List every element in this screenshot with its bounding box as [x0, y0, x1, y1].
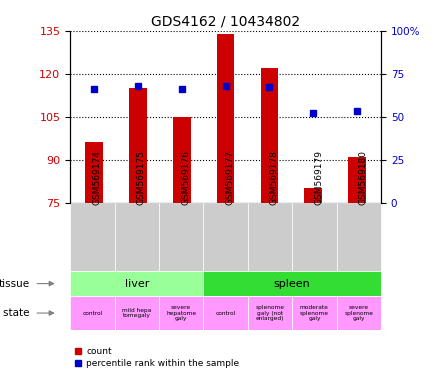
- Bar: [70, 296, 114, 330]
- Bar: [70, 271, 203, 296]
- Bar: [348, 157, 366, 203]
- Bar: [337, 296, 381, 330]
- Bar: [337, 203, 381, 271]
- Bar: [70, 203, 114, 271]
- Text: GSM569174: GSM569174: [92, 150, 101, 205]
- Legend: count, percentile rank within the sample: count, percentile rank within the sample: [74, 347, 240, 368]
- Bar: [248, 296, 292, 330]
- Bar: [248, 203, 292, 271]
- Bar: [85, 142, 103, 203]
- Bar: [129, 88, 147, 203]
- Text: mild hepa
tomegaly: mild hepa tomegaly: [122, 308, 152, 318]
- Text: GSM569177: GSM569177: [226, 150, 235, 205]
- Text: GSM569180: GSM569180: [359, 150, 368, 205]
- Bar: [203, 296, 248, 330]
- Title: GDS4162 / 10434802: GDS4162 / 10434802: [151, 14, 300, 28]
- Text: severe
hepatome
galy: severe hepatome galy: [166, 305, 196, 321]
- Bar: [304, 188, 322, 203]
- Bar: [217, 33, 234, 203]
- Bar: [114, 203, 159, 271]
- Text: control: control: [82, 311, 102, 316]
- Bar: [203, 271, 381, 296]
- Text: splenome
galy (not
enlarged): splenome galy (not enlarged): [255, 305, 285, 321]
- Text: tissue: tissue: [0, 279, 30, 289]
- Text: liver: liver: [124, 279, 149, 289]
- Bar: [292, 203, 337, 271]
- Text: GSM569179: GSM569179: [314, 150, 323, 205]
- Text: GSM569176: GSM569176: [181, 150, 190, 205]
- Bar: [173, 117, 191, 203]
- Bar: [159, 296, 203, 330]
- Text: GSM569178: GSM569178: [270, 150, 279, 205]
- Text: disease state: disease state: [0, 308, 30, 318]
- Bar: [114, 296, 159, 330]
- Bar: [261, 68, 278, 203]
- Text: control: control: [215, 311, 236, 316]
- Bar: [203, 203, 248, 271]
- Text: GSM569175: GSM569175: [137, 150, 146, 205]
- Text: spleen: spleen: [274, 279, 311, 289]
- Bar: [292, 296, 337, 330]
- Bar: [159, 203, 203, 271]
- Text: moderate
splenome
galy: moderate splenome galy: [300, 305, 329, 321]
- Text: severe
splenome
galy: severe splenome galy: [344, 305, 373, 321]
